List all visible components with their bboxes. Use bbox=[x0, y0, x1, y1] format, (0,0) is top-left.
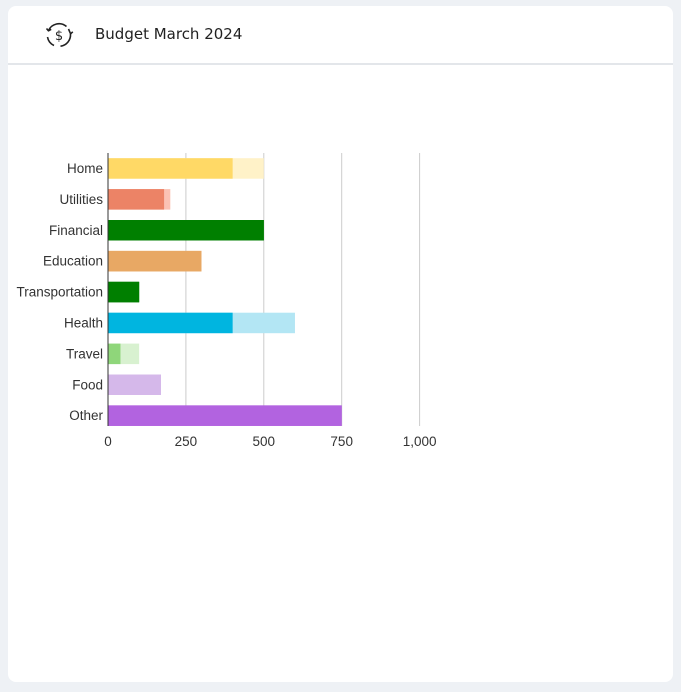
bar-other-series-2 bbox=[108, 405, 342, 426]
category-label-education: Education bbox=[43, 254, 103, 269]
category-label-food: Food bbox=[72, 377, 103, 392]
x-tick-label-3: 750 bbox=[330, 434, 353, 449]
category-label-health: Health bbox=[64, 315, 103, 330]
category-label-utilities: Utilities bbox=[59, 192, 103, 207]
x-tick-label-2: 500 bbox=[253, 434, 276, 449]
budget-bar-chart: Home Utilities Financial Education Transport… bbox=[16, 153, 437, 449]
category-label-other: Other bbox=[69, 408, 103, 423]
svg-text:$: $ bbox=[55, 29, 63, 44]
category-label-travel: Travel bbox=[66, 346, 103, 361]
card-header: $ Budget March 2024 bbox=[8, 6, 673, 65]
category-label-home: Home bbox=[67, 161, 103, 176]
bar-food-series-2 bbox=[108, 374, 161, 395]
bar-education-series-2 bbox=[108, 250, 202, 272]
category-label-financial: Financial bbox=[49, 223, 103, 238]
budget-card: $ Budget March 2024 Home Utilities Financi… bbox=[8, 6, 673, 682]
bar-health-series-2 bbox=[108, 312, 233, 334]
dollar-cycle-icon: $ bbox=[45, 22, 74, 47]
page-title: Budget March 2024 bbox=[95, 25, 243, 43]
x-tick-label-1: 250 bbox=[175, 434, 198, 449]
x-tick-label-0: 0 bbox=[104, 434, 112, 449]
x-tick-label-4: 1,000 bbox=[403, 434, 437, 449]
category-label-transportation: Transportation bbox=[16, 285, 103, 300]
bar-utilities-series-2 bbox=[108, 189, 165, 210]
bar-financial-series-2 bbox=[108, 220, 264, 241]
bar-transportation-series-2 bbox=[108, 281, 140, 303]
bar-home-series-2 bbox=[108, 158, 233, 179]
bar-travel-series-2 bbox=[108, 343, 121, 365]
